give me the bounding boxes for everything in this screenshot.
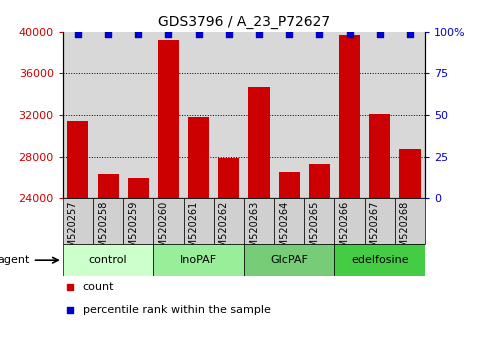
Bar [279,172,300,198]
Point [134,31,142,36]
Text: InoPAF: InoPAF [180,255,217,265]
Text: GSM520266: GSM520266 [340,200,350,260]
Bar [304,198,334,244]
Point [406,31,414,36]
Text: GSM520268: GSM520268 [400,200,410,260]
Text: edelfosine: edelfosine [351,255,409,265]
Bar [244,244,334,276]
Bar [334,198,365,244]
Text: GSM520262: GSM520262 [219,200,229,260]
Bar [154,198,184,244]
Point [255,31,263,36]
Text: GSM520257: GSM520257 [68,200,78,260]
Text: GSM520264: GSM520264 [279,200,289,260]
Bar [365,198,395,244]
Bar [274,198,304,244]
Point [66,307,74,313]
Text: GSM520258: GSM520258 [98,200,108,260]
Text: GlcPAF: GlcPAF [270,255,308,265]
Text: GSM520265: GSM520265 [310,200,319,260]
Text: GSM520263: GSM520263 [249,200,259,260]
Text: GSM520260: GSM520260 [158,200,169,260]
Text: count: count [83,282,114,292]
Title: GDS3796 / A_23_P72627: GDS3796 / A_23_P72627 [158,16,330,29]
Point [376,31,384,36]
Bar [334,244,425,276]
Bar [395,198,425,244]
Point [315,31,323,36]
Point [195,31,202,36]
Bar [123,198,154,244]
Text: GSM520259: GSM520259 [128,200,138,260]
Bar [98,174,119,198]
Bar [248,87,270,198]
Text: agent: agent [0,255,29,265]
Bar [158,40,179,198]
Point [225,31,233,36]
Bar [218,158,240,198]
Bar [244,198,274,244]
Bar [309,164,330,198]
Bar [67,121,88,198]
Text: GSM520267: GSM520267 [370,200,380,260]
Point [66,284,74,290]
Text: control: control [89,255,128,265]
Bar [154,244,244,276]
Bar [63,244,154,276]
Bar [369,114,390,198]
Point [346,31,354,36]
Bar [63,198,93,244]
Point [285,31,293,36]
Bar [93,198,123,244]
Bar [399,149,421,198]
Bar [213,198,244,244]
Point [165,31,172,36]
Bar [128,178,149,198]
Point [104,31,112,36]
Bar [188,117,209,198]
Bar [184,198,213,244]
Bar [339,35,360,198]
Point [74,31,82,36]
Text: percentile rank within the sample: percentile rank within the sample [83,305,270,315]
Text: GSM520261: GSM520261 [189,200,199,260]
